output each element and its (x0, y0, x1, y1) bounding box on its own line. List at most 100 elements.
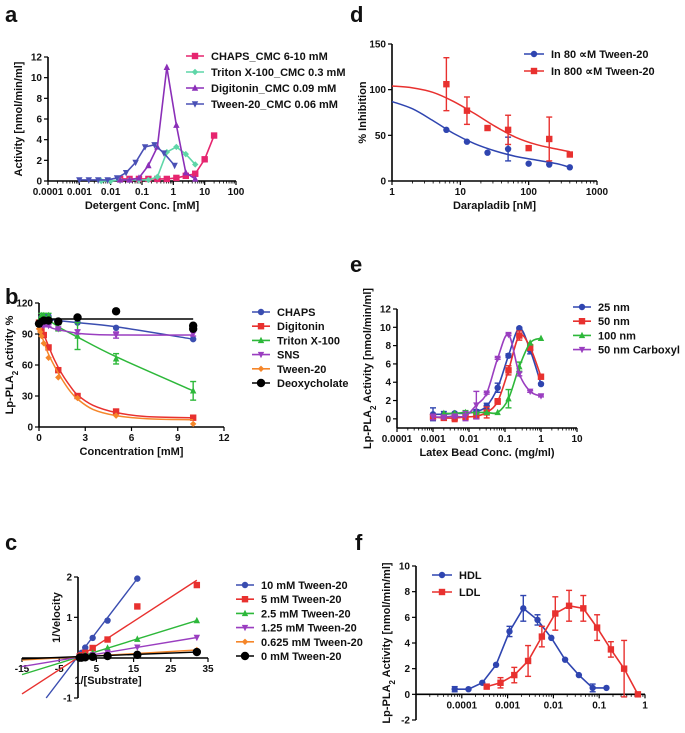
legend-marker (191, 68, 199, 76)
legend-label: LDL (459, 587, 481, 599)
data-point (40, 331, 47, 339)
legend-marker (257, 336, 265, 344)
data-point (193, 616, 201, 624)
y-tick-label: 120 (16, 299, 33, 310)
data-point (45, 344, 52, 351)
data-point (45, 311, 52, 319)
data-point (429, 414, 437, 421)
legend-label: CHAPS (277, 307, 316, 319)
data-point (134, 603, 141, 610)
series-line (486, 604, 639, 695)
data-point (538, 633, 546, 640)
data-point (506, 628, 513, 635)
series-line (432, 327, 542, 416)
data-point (73, 313, 82, 322)
panel-e: e 0.0001 0.001 0.01 0.1 1 10 0 2 4 6 8 10 12 Latex Bea… (350, 252, 680, 459)
legend-label: Digitonin (277, 321, 325, 333)
data-point (483, 683, 490, 690)
series-tween-20: Tween-20 (35, 325, 326, 428)
legend-marker (438, 571, 446, 579)
data-point (603, 684, 610, 692)
y-tick-label: 12 (380, 305, 392, 316)
legend-marker (438, 588, 446, 596)
data-point (98, 177, 105, 185)
y-axis-label-part: Activity [nmol/min/ml] (381, 562, 393, 680)
data-point (634, 691, 642, 698)
y-tick-label: 90 (22, 330, 34, 341)
data-point (492, 661, 500, 669)
x-tick-label: 15 (128, 664, 140, 675)
data-point (462, 413, 469, 420)
y-tick-label: 0 (404, 690, 410, 701)
series-in-80-m-tween-20: In 80 ∝M Tween-20 (391, 49, 649, 171)
data-point (463, 138, 471, 145)
panel-f: f0.00010.0010.010.11-20246810Triglycerid… (355, 530, 648, 727)
legend-label: SNS (277, 350, 300, 362)
legend-label: In 800 ∝M Tween-20 (551, 66, 655, 78)
data-point (201, 156, 208, 163)
data-point (494, 384, 501, 391)
panel-label: d (350, 2, 363, 27)
data-point (55, 366, 62, 374)
x-tick-label: 12 (218, 433, 230, 444)
panel-label: b (5, 284, 18, 309)
y-tick-label: 2 (385, 396, 391, 407)
data-point (37, 328, 44, 336)
series-deoxycholate: Deoxycholate (34, 307, 349, 390)
legend-marker (257, 365, 265, 372)
legend-label: In 80 ∝M Tween-20 (551, 49, 649, 61)
axes: 0.00010.0010.010.11-20246810Triglyceride… (381, 562, 648, 727)
data-point (516, 325, 523, 332)
data-point (104, 636, 111, 643)
data-point (112, 355, 120, 362)
y-tick-label: 60 (22, 361, 34, 372)
data-point (76, 177, 83, 184)
series-sns: SNS (35, 320, 300, 362)
data-point (494, 398, 501, 405)
y-axis-label-part: 2 (369, 405, 378, 410)
data-point (526, 388, 534, 396)
data-point (192, 170, 199, 177)
data-point (210, 132, 218, 139)
panel-label: c (5, 530, 17, 555)
y-tick-label: 50 (375, 131, 387, 142)
data-point (516, 371, 523, 378)
y-axis-label: Lp-PLA2 Activity % (4, 315, 20, 414)
data-point (74, 394, 81, 402)
y-axis-label-part: Lp-PLA (381, 684, 393, 723)
data-point (511, 671, 518, 679)
y-tick-label: -2 (401, 716, 410, 727)
series-line (79, 143, 176, 181)
data-point (525, 144, 532, 152)
data-point (145, 176, 152, 184)
legend-marker (530, 50, 538, 58)
x-tick-label: 0.1 (135, 187, 149, 198)
data-point (484, 124, 491, 132)
data-point (443, 80, 450, 88)
data-point (88, 652, 97, 662)
y-axis-label: Lp-PLA2 Activity [nmol/min/ml] (362, 288, 378, 449)
data-point (104, 644, 111, 651)
data-point (607, 646, 615, 653)
y-axis-label: % Inhibition (357, 81, 369, 144)
axes: 0.0001 0.001 0.01 0.1 1 10 100 0 2 4 6 8 10 12 Deterge… (13, 53, 245, 213)
legend-label: Triton X-100 (277, 335, 340, 347)
legend-marker (578, 346, 586, 354)
legend-label: Tween-20 (277, 364, 326, 376)
legend-label: 2.5 mM Tween-20 (261, 608, 351, 620)
x-tick-label: 0.0001 (382, 434, 413, 445)
legend-label: Digitonin_CMC 0.09 mM (211, 83, 336, 95)
data-point (55, 374, 62, 381)
data-point (589, 684, 596, 692)
x-tick-label: 0.01 (459, 434, 479, 445)
y-tick-label: 4 (404, 639, 410, 650)
data-point (182, 172, 190, 180)
data-point (520, 605, 527, 612)
data-point (163, 63, 171, 71)
legend-marker (578, 303, 586, 311)
data-point (620, 665, 628, 672)
data-point (561, 656, 569, 663)
data-point (565, 602, 573, 609)
legend-marker (241, 624, 249, 632)
x-tick-label: 25 (165, 664, 177, 675)
